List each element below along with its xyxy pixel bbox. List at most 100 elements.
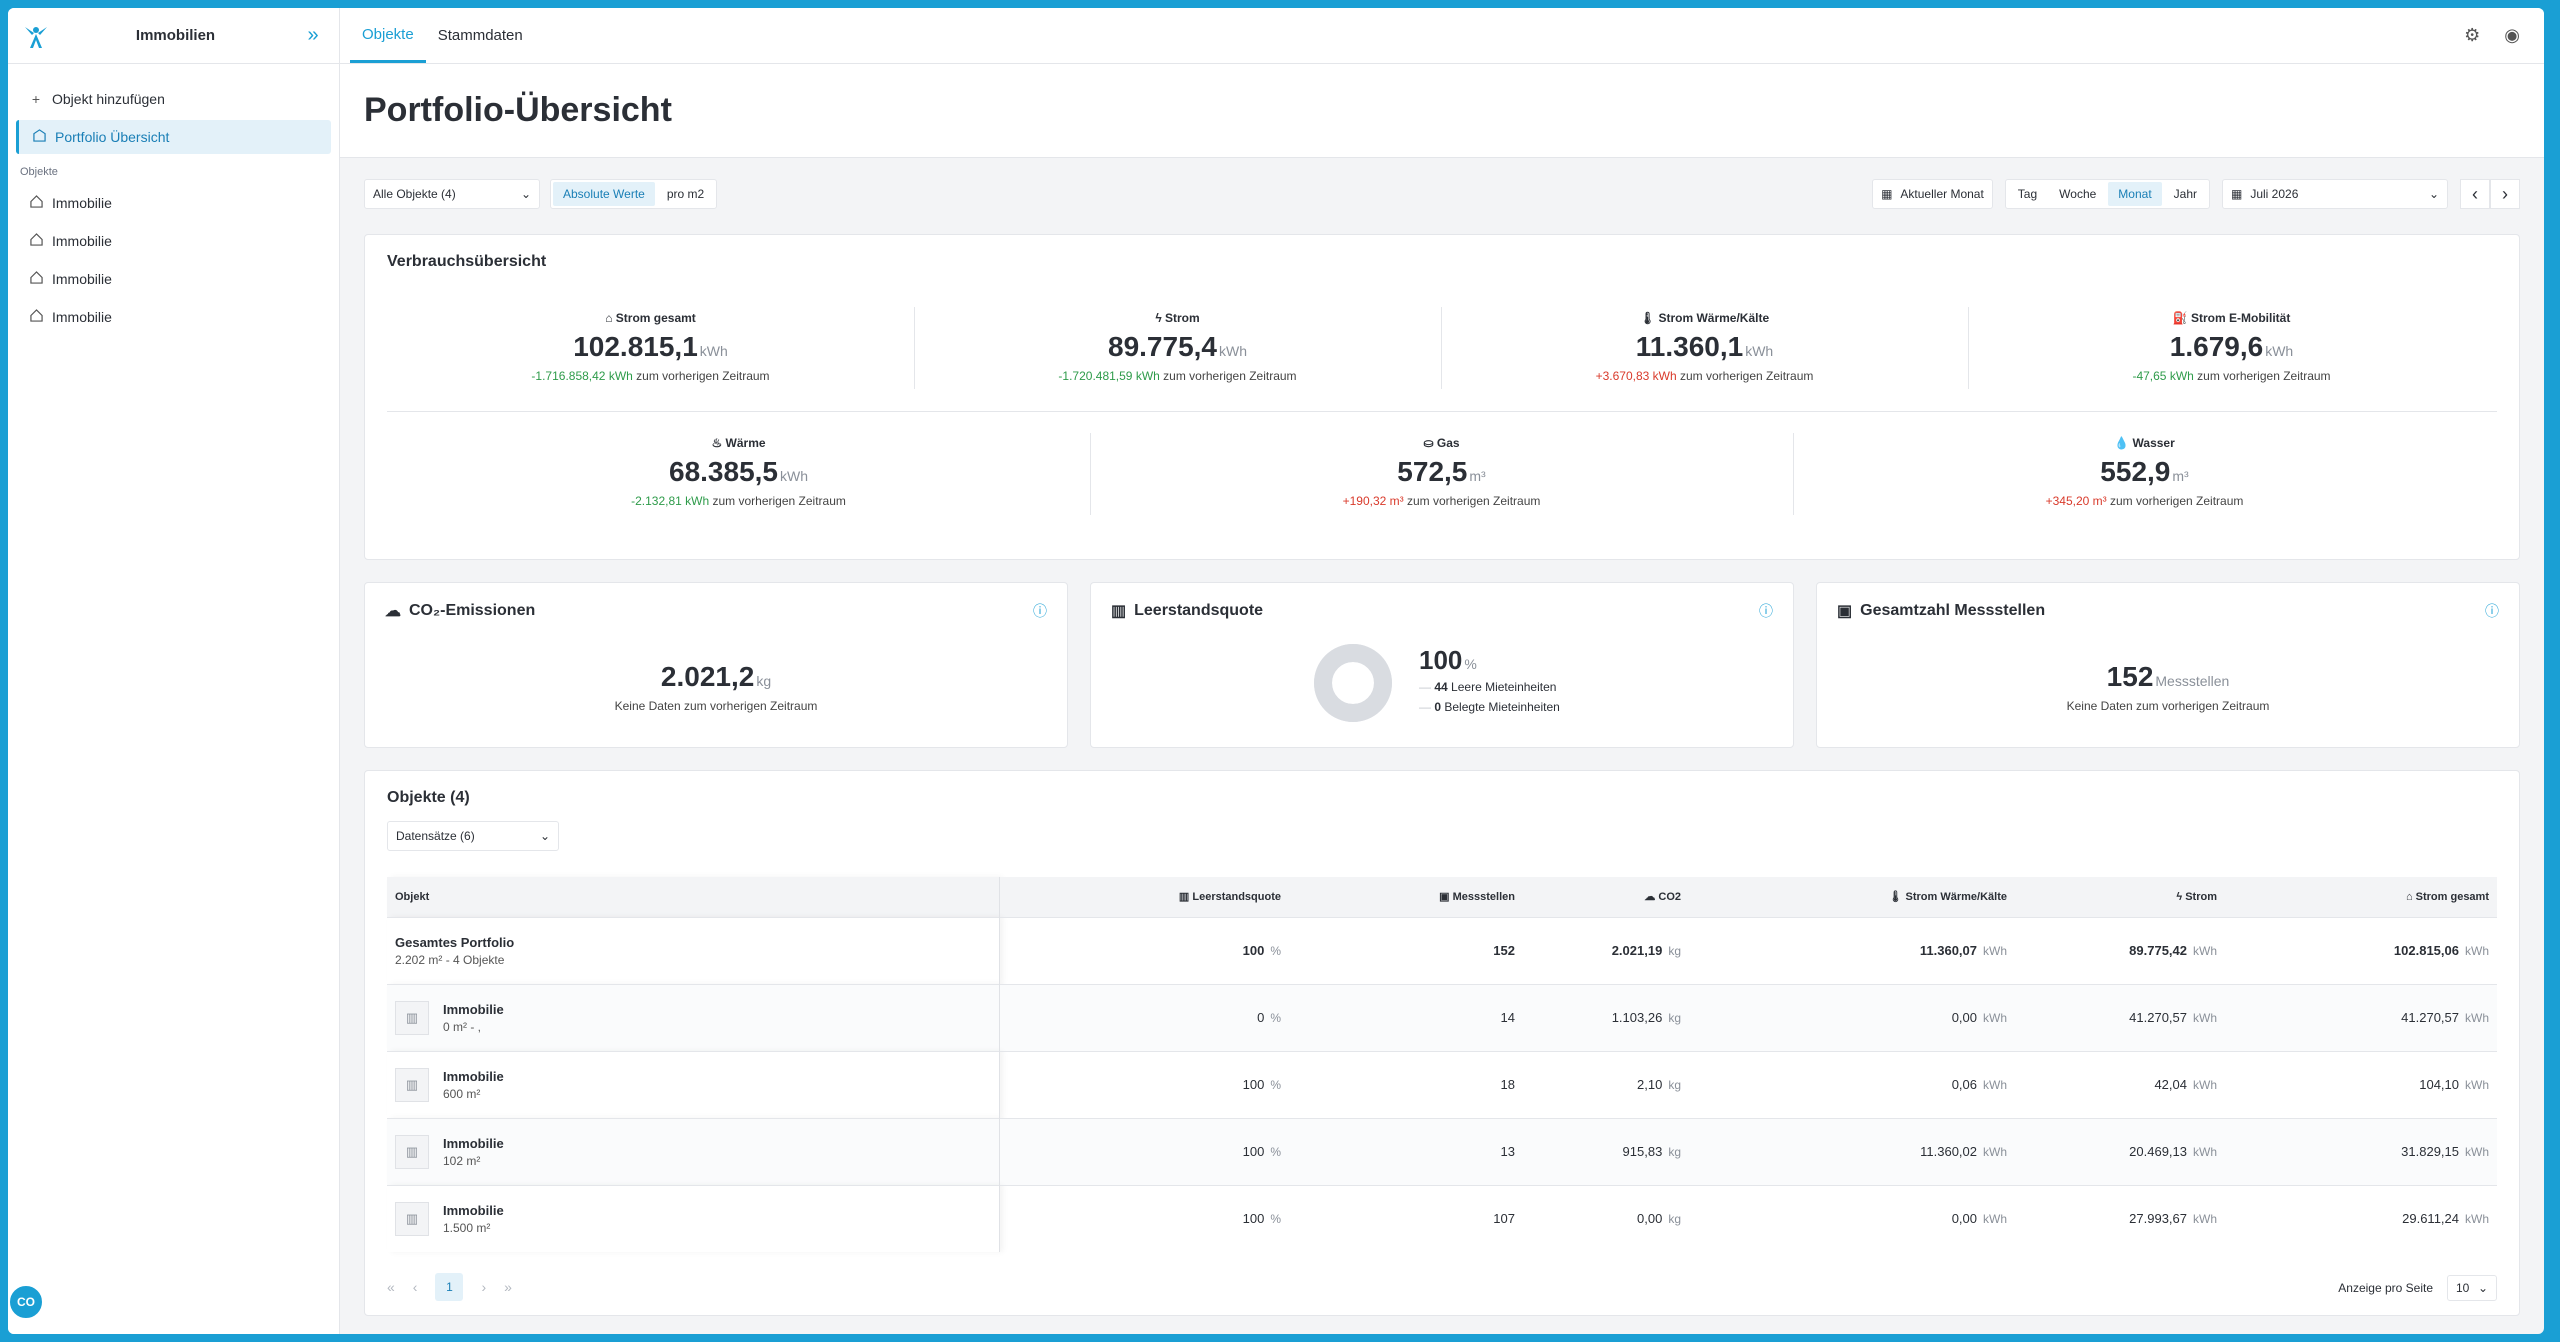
metric-unit: kWh bbox=[780, 468, 808, 484]
metric-delta-suffix: zum vorherigen Zeitraum bbox=[2197, 369, 2331, 383]
metric-label: Wasser bbox=[2132, 436, 2175, 450]
table-row[interactable]: ▥ Immobilie 0 m² - , 0% 14 1.103,26 kg 0,0… bbox=[387, 983, 2497, 1051]
first-page-icon[interactable]: « bbox=[387, 1279, 395, 1295]
column-header-label: Messstellen bbox=[1452, 891, 1515, 904]
total-value: 102.815,06 bbox=[2393, 943, 2459, 958]
building-thumbnail-icon: ▥ bbox=[395, 1067, 429, 1102]
next-period-button[interactable]: › bbox=[2490, 179, 2520, 209]
unit: kWh bbox=[2465, 1011, 2489, 1025]
metric-unit: kWh bbox=[1219, 343, 1247, 359]
building-thumbnail-icon: ▥ bbox=[395, 1134, 429, 1169]
metric-delta-suffix: zum vorherigen Zeitraum bbox=[636, 369, 770, 383]
period-year[interactable]: Jahr bbox=[2173, 187, 2197, 201]
divider bbox=[1793, 433, 1794, 515]
user-icon[interactable]: ◉ bbox=[2504, 25, 2520, 45]
divider bbox=[1090, 433, 1091, 515]
page-button-current[interactable]: 1 bbox=[435, 1273, 464, 1301]
period-month[interactable]: Monat bbox=[2108, 182, 2162, 206]
info-icon[interactable]: ⓘ bbox=[2485, 603, 2499, 619]
metric-delta: -1.716.858,42 kWh bbox=[531, 369, 633, 383]
metric-unit: kWh bbox=[699, 343, 728, 359]
metric-unit: kWh bbox=[1745, 343, 1774, 359]
metric-delta: -2.132,81 kWh bbox=[631, 494, 710, 508]
unit: % bbox=[1270, 1212, 1281, 1227]
tab-stammdaten[interactable]: Stammdaten bbox=[437, 27, 523, 44]
period-week[interactable]: Woche bbox=[2059, 187, 2097, 201]
info-icon[interactable]: ⓘ bbox=[1759, 603, 1773, 619]
column-header-strom-waerme[interactable]: 🌡 Strom Wärme/Kälte bbox=[1689, 877, 2015, 917]
chevron-down-icon: ⌄ bbox=[520, 187, 531, 201]
unit: kWh bbox=[2193, 1078, 2217, 1092]
sidebar-item-label: Immobilie bbox=[52, 195, 112, 211]
object-name: Immobilie bbox=[443, 1135, 504, 1151]
previous-period-button[interactable]: ‹ bbox=[2460, 179, 2490, 209]
sidebar-item-object[interactable]: Immobilie bbox=[16, 224, 331, 258]
table-row[interactable]: ▥ Immobilie 102 m² 100% 13 915,83 kg 11.36… bbox=[387, 1117, 2497, 1185]
table-row-portfolio[interactable]: Gesamtes Portfolio 2.202 m² - 4 Objekte … bbox=[387, 916, 2497, 984]
column-header-meters[interactable]: ▣ Messstellen bbox=[1289, 877, 1523, 917]
sidebar: Immobilien » + Objekt hinzufügen Portfol… bbox=[8, 8, 340, 1334]
unit: kWh bbox=[2465, 1145, 2489, 1159]
metric-strom-waerme-kaelte: 🌡 Strom Wärme/Kälte 11.360,1 kWh +3.670,8… bbox=[1441, 311, 1968, 383]
metric-value: 1.679,6 bbox=[2169, 331, 2264, 362]
heat-value: 11.360,07 bbox=[1919, 943, 1977, 958]
objects-select[interactable]: Alle Objekte (4) ⌄ bbox=[364, 179, 540, 209]
settings-icon[interactable]: ⚙ bbox=[2464, 25, 2481, 45]
occupied-label: Belegte Mieteinheiten bbox=[1444, 700, 1560, 714]
sidebar-item-portfolio[interactable]: Portfolio Übersicht bbox=[16, 120, 331, 154]
vacancy-value: 100 bbox=[1242, 1077, 1265, 1092]
meters-value: 13 bbox=[1500, 1144, 1515, 1159]
column-header-strom-gesamt[interactable]: ⌂ Strom gesamt bbox=[2225, 877, 2497, 917]
unit: kWh bbox=[2193, 1212, 2217, 1227]
object-name: Immobilie bbox=[443, 1001, 504, 1017]
sidebar-item-object[interactable]: Immobilie bbox=[16, 262, 331, 296]
co2-unit: kg bbox=[756, 673, 772, 689]
last-page-icon[interactable]: » bbox=[504, 1279, 512, 1295]
metric-wasser: 💧 Wasser 552,9 m³ +345,20 m³ zum vorherig… bbox=[1793, 436, 2496, 508]
sidebar-item-object[interactable]: Immobilie bbox=[16, 300, 331, 334]
table-row[interactable]: ▥ Immobilie 600 m² 100% 18 2,10 kg 0,06 kWh… bbox=[387, 1050, 2497, 1118]
per-m2-option[interactable]: pro m2 bbox=[666, 187, 705, 201]
unit: kWh bbox=[2465, 1078, 2489, 1092]
building-icon: ⌂ bbox=[605, 311, 613, 325]
datasets-select[interactable]: Datensätze (6) ⌄ bbox=[387, 821, 559, 851]
datasets-select-value: Datensätze (6) bbox=[396, 829, 475, 843]
sidebar-item-object[interactable]: Immobilie bbox=[16, 186, 331, 220]
next-page-icon[interactable]: › bbox=[481, 1279, 487, 1295]
house-icon bbox=[28, 233, 44, 249]
support-button[interactable]: CO bbox=[8, 1284, 44, 1320]
metric-value: 68.385,5 bbox=[669, 456, 778, 487]
metric-unit: m³ bbox=[1469, 468, 1486, 484]
table-row[interactable]: ▥ Immobilie 1.500 m² 100% 107 0,00 kg 0,00… bbox=[387, 1184, 2497, 1252]
column-header-strom[interactable]: ϟ Strom bbox=[2015, 877, 2225, 917]
absolute-values-option[interactable]: Absolute Werte bbox=[553, 182, 655, 206]
meters-value: 14 bbox=[1500, 1010, 1515, 1025]
per-page-select[interactable]: 10 ⌄ bbox=[2447, 1275, 2497, 1301]
calendar-icon: ▦ bbox=[2231, 187, 2243, 201]
info-icon[interactable]: ⓘ bbox=[1033, 603, 1047, 619]
app-logo-icon[interactable] bbox=[20, 20, 52, 52]
sidebar-item-label: Portfolio Übersicht bbox=[55, 129, 170, 145]
add-object-button[interactable]: + Objekt hinzufügen bbox=[16, 82, 331, 116]
date-select[interactable]: ▦ Juli 2026 ⌄ bbox=[2222, 179, 2448, 209]
tab-objekte[interactable]: Objekte bbox=[350, 8, 426, 63]
co2-value: 915,83 bbox=[1622, 1144, 1663, 1159]
meter-icon: ▣ bbox=[1837, 603, 1853, 620]
period-day[interactable]: Tag bbox=[2017, 187, 2038, 201]
collapse-sidebar-icon[interactable]: » bbox=[307, 24, 319, 46]
vacant-count: 44 bbox=[1434, 680, 1448, 694]
previous-page-icon[interactable]: ‹ bbox=[412, 1279, 418, 1295]
meters-title: Gesamtzahl Messstellen bbox=[1860, 602, 2046, 619]
house-icon bbox=[28, 309, 44, 325]
unit: kWh bbox=[1983, 1078, 2007, 1092]
column-header-vacancy[interactable]: ▥ Leerstandsquote bbox=[999, 877, 1289, 917]
page-title: Portfolio-Übersicht bbox=[364, 91, 672, 129]
sidebar-item-label: Immobilie bbox=[52, 309, 112, 325]
column-header-co2[interactable]: ☁ CO2 bbox=[1523, 877, 1689, 917]
current-month-button[interactable]: ▦ Aktueller Monat bbox=[1872, 179, 1993, 209]
column-header-object[interactable]: Objekt bbox=[387, 877, 1000, 917]
metric-delta: -47,65 kWh bbox=[2132, 369, 2194, 383]
drop-icon: 💧 bbox=[2114, 436, 2130, 450]
meters-value: 18 bbox=[1500, 1077, 1515, 1092]
vacancy-donut-arc bbox=[1314, 644, 1392, 722]
